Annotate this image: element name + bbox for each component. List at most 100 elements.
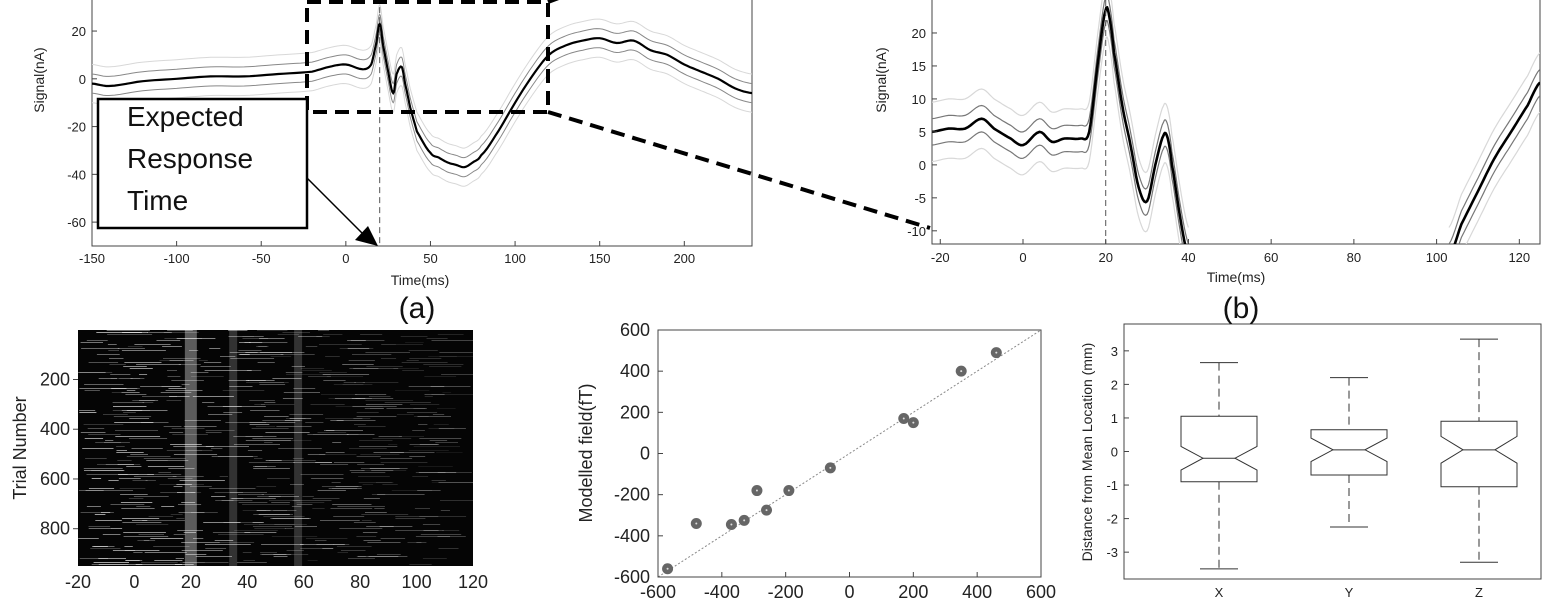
panel-c-streak [190,372,209,373]
panel-c-streak [229,386,253,387]
panel-c-streak [176,518,185,519]
panel-c-streak [377,494,425,495]
panel-c-ytick-label: 600 [40,469,70,489]
panel-c-streak [168,468,195,469]
panel-c-streak [139,400,159,401]
panel-c-streak [334,398,366,399]
panel-c-streak [395,518,426,519]
panel-c-streak [438,548,459,549]
panel-c-streak [408,450,449,451]
panel-c-streak [353,368,399,369]
panel-b-mean-line [1453,81,1540,244]
panel-c-streak [211,456,253,457]
panel-c-streak [223,412,243,413]
panel-c-streak [305,346,318,347]
panel-c-streak [184,420,221,421]
panel-c-streak [125,560,140,561]
panel-c-streak [95,520,122,521]
panel-c-streak [312,508,325,509]
panel-d-point-center [995,351,998,354]
panel-c-streak [104,442,121,443]
panel-c-streak [395,516,439,517]
panel-c-streak [359,440,393,441]
panel-c-streak [263,440,312,441]
panel-c-streak [211,496,226,497]
panel-d-point-center [960,370,963,373]
panel-c-streak [373,452,404,453]
panel-c-streak [418,466,453,467]
panel-c-streak [108,480,119,481]
panel-c-streak [300,368,325,369]
panel-c-streak [204,544,251,545]
panel-c-streak [271,536,318,537]
panel-e-ytick-label: -3 [1106,545,1118,560]
panel-a-frame [91,0,753,247]
panel-a-band-line [92,32,752,178]
panel-d-point-center [829,466,832,469]
panel-c-streak [88,488,115,489]
panel-c-streak [415,536,450,537]
panel-c-streak [413,408,426,409]
panel-a-xtick-label: -50 [252,251,271,266]
panel-c-streak [285,418,306,419]
panel-c-streak [225,422,267,423]
panel-c-streak [130,454,148,455]
panel-c-streak [211,448,223,449]
panel-c-streak [132,400,155,401]
panel-c-streak [228,330,248,331]
panel-c-streak [147,466,185,467]
panel-c-streak [351,472,386,473]
panel-c-streak [166,400,182,401]
panel-c-streak [88,434,121,435]
panel-c-streak [271,502,290,503]
panel-c-streak [361,514,409,515]
panel-c-streak [82,448,114,449]
panel-c-streak [362,532,378,533]
panel-c-streak [337,552,348,553]
panel-c-streak [80,342,103,343]
panel-d-xtick-label: -200 [768,582,804,600]
panel-d-ylabel: Modelled field(fT) [576,383,596,522]
panel-c-streak [79,372,113,373]
panel-c-streak [181,542,220,543]
panel-c-streak [409,564,432,565]
panel-c-streak [90,548,121,549]
panel-c-streak [150,538,184,539]
panel-c-streak [293,462,332,463]
panel-d-scatter: -600 -400 -200 0 200 400 600 -600 -400 -200 0 200 40… [576,320,1056,600]
panel-c-streak [380,458,413,459]
panel-b-series [932,0,1540,244]
panel-c-streak [268,500,301,501]
panel-e-xtick-label: Z [1475,585,1483,600]
panel-c-streak [84,438,104,439]
panel-b-label: (b) [1223,292,1260,325]
panel-c-streak [339,348,374,349]
panel-c-streak [112,402,145,403]
panel-c-streak [312,434,359,435]
panel-c-streak [140,422,169,423]
panel-c-streak [419,444,438,445]
panel-c-streak [308,376,331,377]
panel-c-streak [242,338,269,339]
panel-c-streak [209,488,256,489]
panel-b-ytick-label: -10 [907,224,926,239]
panel-a-xtick-label: 150 [589,251,611,266]
panel-e-boxplot: X Y Z -3 -2 -1 0 1 2 3 Distance from Mean Location… [1079,323,1542,600]
panel-c-streak [424,396,433,397]
panel-b-ytick-label: 10 [912,92,926,107]
panel-c-streak [336,420,376,421]
panel-c-streak [133,552,143,553]
panel-a-mean-line [92,21,752,169]
panel-c-streak [113,406,147,407]
panel-c-streak [283,392,320,393]
panel-c-streak [280,354,315,355]
panel-c-streak [365,404,403,405]
panel-c-streak [98,564,143,565]
panel-c-streak [353,522,376,523]
panel-c-streak [126,390,136,391]
panel-c-streak [252,526,293,527]
panel-c-streak [176,338,216,339]
panel-d-point-center [666,567,669,570]
panel-c-streak [293,388,316,389]
